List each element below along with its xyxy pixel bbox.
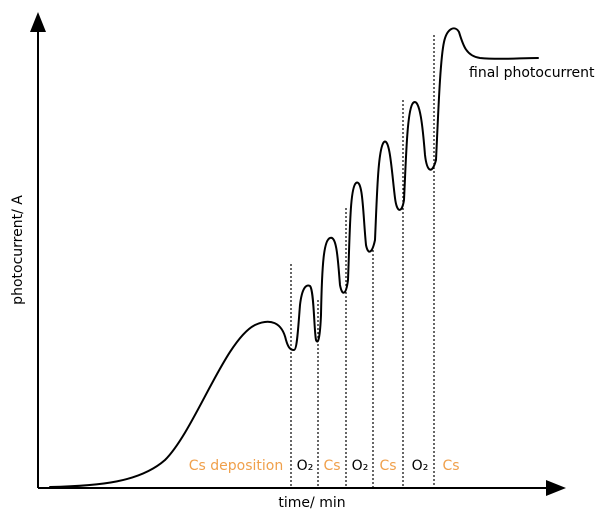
phase-label-cs: Cs bbox=[442, 458, 459, 474]
phase-label-cs: Cs deposition bbox=[189, 458, 283, 474]
final-photocurrent-label: final photocurrent bbox=[469, 65, 595, 81]
x-axis-arrow bbox=[546, 480, 566, 496]
y-axis-arrow bbox=[30, 12, 46, 32]
phase-labels: Cs deposition O₂ Cs O₂ Cs O₂ Cs bbox=[189, 458, 460, 474]
phase-label-cs: Cs bbox=[323, 458, 340, 474]
phase-separators bbox=[290, 35, 435, 488]
phase-label-cs: Cs bbox=[379, 458, 396, 474]
phase-label-o2: O₂ bbox=[412, 458, 429, 474]
y-axis-label: photocurrent/ A bbox=[10, 195, 26, 305]
x-axis-label: time/ min bbox=[278, 495, 345, 511]
photocurrent-curve bbox=[49, 27, 539, 488]
phase-label-o2: O₂ bbox=[297, 458, 314, 474]
phase-label-o2: O₂ bbox=[352, 458, 369, 474]
